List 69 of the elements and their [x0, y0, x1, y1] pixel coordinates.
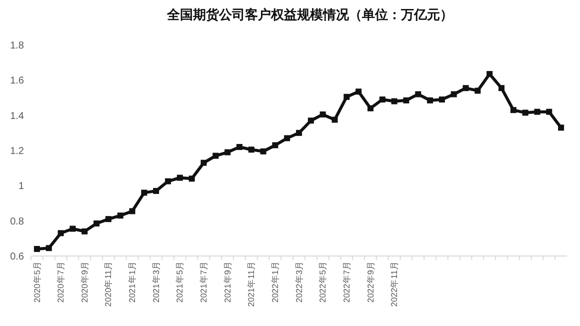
point	[546, 108, 552, 115]
point	[164, 178, 171, 184]
y-tick-label: 0.6	[10, 252, 24, 262]
x-tick-label: 2022年5月	[318, 261, 328, 303]
point	[212, 152, 219, 159]
point	[272, 142, 278, 148]
x-tick-label: 2021年3月	[150, 261, 161, 303]
point	[248, 146, 254, 153]
point	[403, 97, 410, 104]
point	[462, 85, 469, 92]
point	[46, 245, 52, 252]
y-tick-label: 0.8	[10, 216, 24, 228]
x-tick-label: 2022年3月	[294, 261, 304, 303]
point	[296, 130, 302, 136]
y-tick-label: 1.2	[10, 146, 24, 157]
point	[427, 97, 434, 104]
point	[105, 216, 112, 222]
y-tick-label: 1.4	[10, 110, 24, 122]
point	[260, 148, 266, 154]
point	[486, 71, 493, 78]
point	[438, 96, 445, 103]
point	[320, 111, 326, 118]
y-tick-label: 1.6	[10, 76, 24, 87]
point	[498, 85, 504, 92]
point	[236, 144, 242, 150]
point	[129, 208, 136, 214]
point	[58, 230, 64, 236]
point	[450, 91, 457, 98]
x-tick-label: 2021年9月	[222, 261, 232, 303]
x-tick-label: 2021年5月	[174, 261, 185, 303]
point	[70, 226, 76, 232]
point	[34, 246, 40, 252]
x-tick-label: 2020年7月	[56, 261, 66, 303]
chart-title: 全国期货公司客户权益规模情况（单位：万亿元）	[166, 7, 453, 22]
x-tick-label: 2022年9月	[365, 261, 376, 303]
point	[474, 88, 481, 94]
point	[522, 110, 528, 116]
point	[200, 160, 207, 166]
point	[153, 188, 160, 194]
point	[141, 190, 148, 196]
x-tick-label: 2020年5月	[32, 261, 42, 303]
point	[379, 96, 386, 103]
point	[308, 118, 314, 124]
x-tick-label: 2022年1月	[270, 261, 280, 303]
y-tick-label: 1	[18, 181, 24, 192]
point	[534, 108, 540, 115]
point	[188, 176, 195, 182]
point	[391, 98, 398, 104]
x-tick-label: 2022年7月	[341, 261, 352, 303]
point	[344, 94, 350, 100]
x-tick-label: 2020年9月	[79, 261, 90, 303]
x-tick-label: 2021年1月	[127, 261, 138, 303]
point	[224, 149, 231, 156]
point	[332, 116, 338, 123]
x-tick-label: 2022年11月	[389, 261, 400, 307]
point	[367, 105, 374, 112]
point	[82, 228, 88, 234]
point	[558, 124, 564, 131]
point	[117, 212, 124, 219]
point	[356, 88, 362, 95]
y-tick-label: 1.8	[10, 40, 24, 52]
point	[176, 174, 183, 181]
point	[94, 220, 100, 226]
x-tick-label: 2021年11月	[246, 261, 256, 307]
point	[510, 107, 516, 114]
point	[284, 135, 290, 142]
x-tick-label: 2021年7月	[198, 261, 209, 303]
x-tick-label: 2020年11月	[103, 261, 114, 307]
point	[415, 91, 422, 98]
